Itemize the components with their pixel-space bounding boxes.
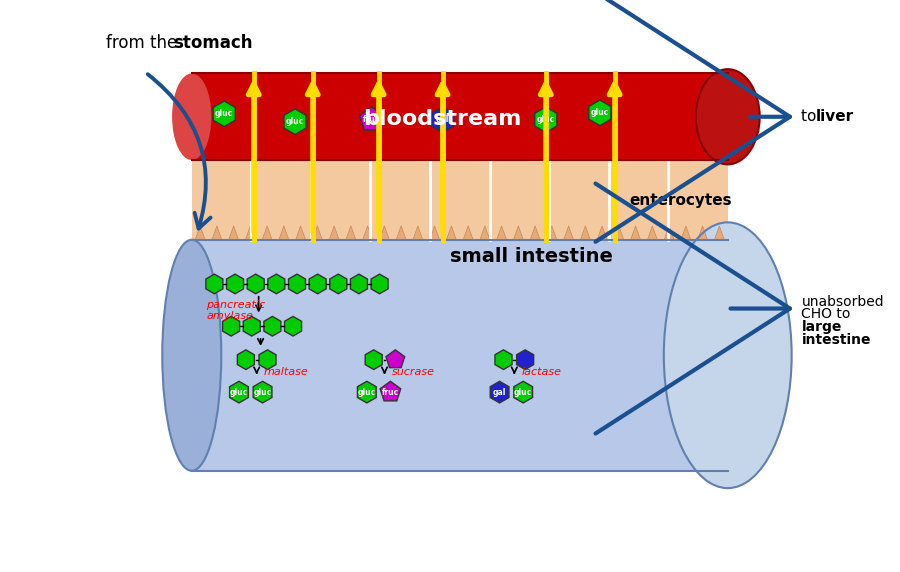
Polygon shape xyxy=(363,226,373,240)
Polygon shape xyxy=(647,226,657,240)
Text: fruc: fruc xyxy=(363,115,381,124)
Polygon shape xyxy=(246,226,256,240)
Polygon shape xyxy=(238,350,255,370)
Text: pancreatic
amylase: pancreatic amylase xyxy=(206,300,266,321)
Polygon shape xyxy=(312,226,322,240)
FancyArrowPatch shape xyxy=(148,74,211,228)
Polygon shape xyxy=(580,226,590,240)
Ellipse shape xyxy=(172,73,212,160)
Polygon shape xyxy=(497,226,507,240)
Text: intestine: intestine xyxy=(802,333,871,347)
Polygon shape xyxy=(243,316,260,336)
Text: gluc: gluc xyxy=(254,388,272,396)
Polygon shape xyxy=(664,226,674,240)
Polygon shape xyxy=(230,382,248,403)
Text: gal: gal xyxy=(493,388,507,396)
Text: from the: from the xyxy=(106,34,183,52)
Polygon shape xyxy=(396,226,406,240)
Polygon shape xyxy=(222,316,239,336)
Polygon shape xyxy=(614,226,624,240)
Polygon shape xyxy=(514,226,523,240)
Bar xyxy=(192,161,728,240)
Text: sucrase: sucrase xyxy=(392,367,435,378)
Ellipse shape xyxy=(664,223,792,488)
Polygon shape xyxy=(357,382,376,403)
Text: gluc: gluc xyxy=(590,108,609,117)
Polygon shape xyxy=(213,101,235,126)
Polygon shape xyxy=(206,274,223,294)
Polygon shape xyxy=(431,107,454,133)
Polygon shape xyxy=(380,382,400,401)
Polygon shape xyxy=(535,107,557,133)
Polygon shape xyxy=(681,226,691,240)
Polygon shape xyxy=(284,316,302,336)
Bar xyxy=(192,240,728,471)
Text: unabsorbed: unabsorbed xyxy=(802,295,884,309)
Polygon shape xyxy=(480,226,490,240)
Text: to: to xyxy=(802,109,822,124)
Polygon shape xyxy=(259,350,276,370)
Text: gal: gal xyxy=(436,115,449,124)
Text: maltase: maltase xyxy=(264,367,309,378)
Polygon shape xyxy=(547,226,557,240)
Text: small intestine: small intestine xyxy=(450,247,613,266)
Text: enterocytes: enterocytes xyxy=(629,193,732,208)
Polygon shape xyxy=(495,350,512,370)
Polygon shape xyxy=(446,226,456,240)
Text: bloodstream: bloodstream xyxy=(364,109,522,129)
Polygon shape xyxy=(284,109,306,134)
Polygon shape xyxy=(380,226,390,240)
Text: liver: liver xyxy=(816,109,854,124)
Polygon shape xyxy=(248,274,265,294)
Polygon shape xyxy=(329,274,346,294)
Text: gluc: gluc xyxy=(536,115,555,124)
Polygon shape xyxy=(346,226,356,240)
Bar xyxy=(192,73,728,160)
Polygon shape xyxy=(563,226,573,240)
Polygon shape xyxy=(386,350,405,368)
Polygon shape xyxy=(365,350,382,370)
Polygon shape xyxy=(279,226,289,240)
Text: lactase: lactase xyxy=(521,367,562,378)
Polygon shape xyxy=(413,226,423,240)
Polygon shape xyxy=(514,382,533,403)
Polygon shape xyxy=(530,226,540,240)
Polygon shape xyxy=(195,226,205,240)
Polygon shape xyxy=(698,226,707,240)
Polygon shape xyxy=(360,107,384,130)
Text: gluc: gluc xyxy=(215,109,233,118)
Text: gluc: gluc xyxy=(357,388,376,396)
Polygon shape xyxy=(227,274,244,294)
Polygon shape xyxy=(289,274,305,294)
Polygon shape xyxy=(262,226,272,240)
Polygon shape xyxy=(253,382,272,403)
Polygon shape xyxy=(264,316,281,336)
Polygon shape xyxy=(229,226,238,240)
Polygon shape xyxy=(371,274,388,294)
Polygon shape xyxy=(491,382,508,403)
Polygon shape xyxy=(350,274,367,294)
Polygon shape xyxy=(715,226,724,240)
Polygon shape xyxy=(464,226,473,240)
Polygon shape xyxy=(429,226,439,240)
Polygon shape xyxy=(268,274,285,294)
Text: stomach: stomach xyxy=(173,34,253,52)
Polygon shape xyxy=(212,226,221,240)
Polygon shape xyxy=(598,226,607,240)
Polygon shape xyxy=(329,226,339,240)
Polygon shape xyxy=(517,350,534,370)
Ellipse shape xyxy=(696,69,760,164)
Text: gluc: gluc xyxy=(286,117,304,126)
Polygon shape xyxy=(309,274,326,294)
Text: gluc: gluc xyxy=(230,388,248,396)
Polygon shape xyxy=(296,226,306,240)
Text: CHO to: CHO to xyxy=(802,307,850,321)
Text: large: large xyxy=(802,320,842,334)
Text: gluc: gluc xyxy=(514,388,532,396)
Text: fruc: fruc xyxy=(382,388,399,396)
Polygon shape xyxy=(631,226,641,240)
Polygon shape xyxy=(589,100,611,126)
Ellipse shape xyxy=(162,240,221,471)
